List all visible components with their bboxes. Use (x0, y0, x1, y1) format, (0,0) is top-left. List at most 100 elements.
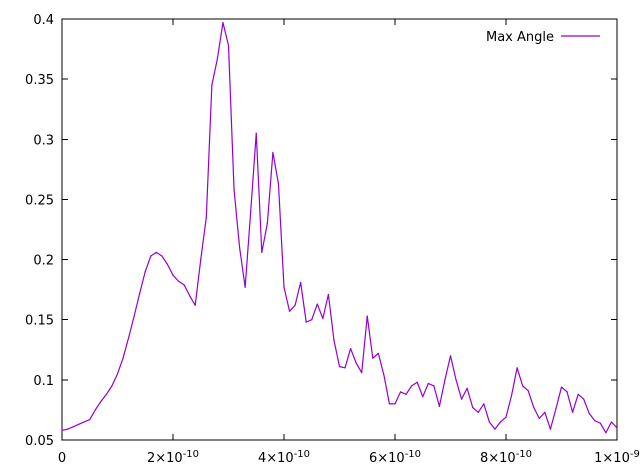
data-point (594, 420, 596, 422)
data-point (222, 22, 224, 24)
data-point (399, 391, 402, 393)
data-point (144, 271, 146, 273)
data-point (605, 432, 607, 434)
data-point (560, 386, 563, 388)
x-tick-label: 4×10-10 (258, 449, 310, 466)
data-point (477, 411, 479, 413)
data-point (261, 251, 263, 253)
data-point (255, 132, 257, 134)
data-point (322, 317, 324, 320)
data-point (227, 44, 230, 47)
y-tick-label: 0.25 (25, 193, 54, 208)
data-point (483, 403, 485, 405)
series-line (61, 22, 618, 434)
data-point (166, 263, 169, 265)
data-point (577, 393, 579, 395)
data-point (200, 258, 202, 261)
legend-label: Max Angle (486, 30, 554, 45)
data-point (494, 428, 496, 430)
data-point (311, 319, 313, 321)
data-point (266, 222, 268, 225)
data-point (544, 411, 546, 413)
data-point (139, 292, 141, 294)
data-point (422, 396, 424, 398)
x-tick-mantissa: 0 (58, 451, 66, 466)
data-point (455, 379, 457, 381)
data-point (277, 183, 280, 185)
y-tick-label: 0.3 (33, 133, 54, 148)
data-point (305, 321, 307, 323)
x-tick-mantissa: 2×10 (147, 451, 183, 466)
data-point (283, 286, 285, 288)
data-point (416, 381, 418, 383)
data-point (438, 405, 440, 407)
y-tick-label: 0.15 (25, 314, 54, 329)
data-point (355, 362, 357, 364)
data-point (583, 398, 585, 400)
data-point (361, 372, 363, 374)
data-point (327, 293, 329, 296)
data-point (427, 382, 429, 385)
data-point (522, 385, 524, 387)
x-tick-exponent: -10 (516, 449, 532, 460)
data-point (383, 374, 385, 376)
data-point (94, 409, 96, 411)
y-tick-label: 0.2 (33, 254, 54, 269)
data-point (89, 418, 91, 421)
data-point (172, 274, 174, 276)
x-tick-exponent: -10 (183, 449, 199, 460)
x-tick-label: 2×10-10 (147, 449, 199, 466)
y-tick-label: 0.05 (25, 434, 54, 449)
data-point (177, 280, 180, 282)
data-point (116, 373, 119, 375)
data-point (66, 428, 69, 430)
data-point (122, 357, 124, 359)
data-point (610, 421, 613, 423)
data-point (350, 347, 352, 350)
data-point (566, 391, 568, 393)
x-tick-mantissa: 4×10 (258, 451, 294, 466)
legend: Max Angle (486, 30, 600, 45)
x-tick-mantissa: 8×10 (480, 451, 516, 466)
data-point (555, 408, 557, 410)
x-tick-label: 6×10-10 (369, 449, 421, 466)
data-point (244, 286, 246, 288)
x-tick-label: 8×10-10 (480, 449, 532, 466)
data-point (572, 411, 574, 413)
data-point (183, 284, 185, 286)
data-point (105, 393, 107, 395)
data-point (533, 406, 535, 409)
data-point (405, 393, 407, 395)
data-point (411, 385, 413, 387)
data-point (100, 400, 102, 403)
data-point (527, 390, 529, 392)
x-tick-label: 1×10-9 (594, 449, 640, 466)
series-layer (61, 22, 618, 434)
data-point (133, 315, 135, 317)
data-point (83, 421, 85, 423)
data-point (388, 403, 391, 405)
data-point (211, 84, 213, 86)
data-point (510, 394, 513, 397)
data-point (155, 251, 157, 253)
data-point (216, 58, 218, 60)
x-tick-label: 0 (58, 451, 66, 466)
data-point (616, 427, 618, 429)
data-point (150, 255, 152, 257)
data-point (344, 367, 346, 369)
data-point (538, 417, 540, 419)
plot-frame (61, 18, 618, 441)
data-point (461, 398, 463, 400)
data-point (272, 151, 274, 154)
data-point (78, 423, 80, 425)
data-point (294, 304, 296, 306)
data-point (488, 421, 490, 423)
data-point (316, 303, 318, 305)
data-point (161, 255, 163, 257)
data-point (72, 426, 74, 428)
data-point (449, 355, 452, 357)
y-tick-label: 0.1 (33, 374, 54, 389)
data-point (394, 403, 396, 405)
data-point (288, 310, 291, 312)
